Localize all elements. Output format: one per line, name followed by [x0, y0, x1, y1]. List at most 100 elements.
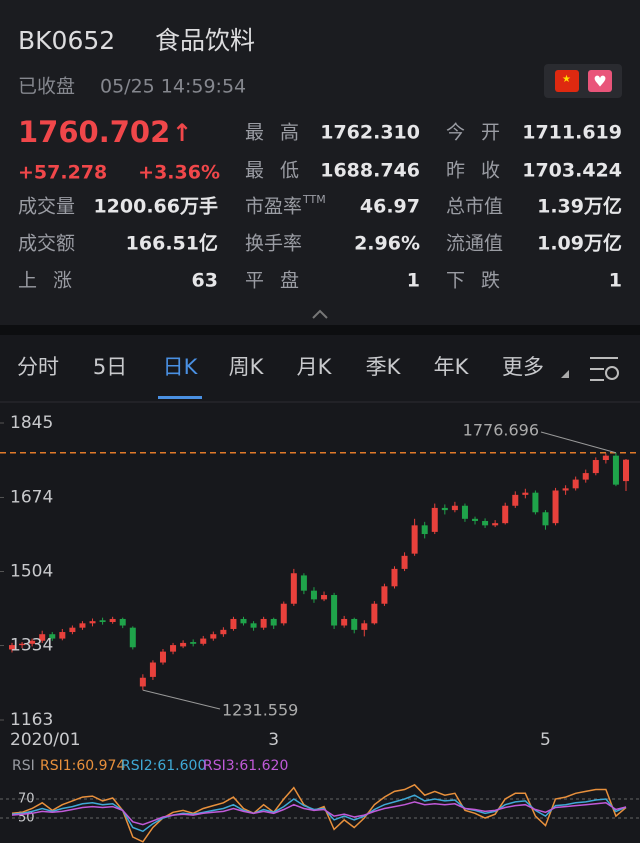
min-connector: [142, 689, 221, 710]
stat-value: 1: [407, 270, 420, 292]
stat-label: 下 跌: [446, 270, 500, 292]
candle-body: [431, 507, 438, 532]
candle-body: [29, 640, 36, 644]
candle-body: [180, 642, 187, 647]
candle-body: [331, 595, 338, 626]
candle-body: [260, 618, 267, 628]
stat-value: 1762.310: [320, 122, 420, 144]
tab[interactable]: 分时: [17, 355, 59, 379]
candle-body: [139, 677, 146, 687]
stat-value: 1688.746: [320, 160, 420, 182]
stat-label: 平 盘: [245, 270, 299, 292]
tab[interactable]: 日K: [163, 355, 199, 379]
candle-body: [170, 645, 177, 652]
stat-label: 昨 收: [446, 160, 500, 182]
x-tick-label: 5: [540, 730, 551, 750]
max-connector: [540, 431, 617, 454]
y-tick-label: 1163: [10, 710, 53, 730]
max-annotation: 1776.696: [463, 421, 539, 440]
candle-body: [79, 623, 86, 628]
candle-body: [623, 459, 629, 482]
candle-body: [220, 629, 227, 635]
y-tick-label: 1334: [10, 636, 53, 656]
candle-body: [190, 642, 197, 644]
legend-entry: RSI1:60.974: [40, 758, 125, 774]
candle-body: [451, 505, 458, 511]
candle-body: [119, 618, 126, 626]
candle-body: [49, 634, 56, 639]
stat-label: 总市值: [446, 196, 503, 218]
flag-icon[interactable]: [555, 70, 579, 92]
candle-body: [391, 568, 398, 587]
rsi-line: [11, 794, 627, 833]
tab[interactable]: 月K: [297, 355, 333, 379]
tab-underline: [158, 396, 202, 399]
candle-body: [230, 618, 237, 629]
tab[interactable]: 年K: [434, 355, 470, 379]
candle-body: [612, 455, 619, 485]
candle-body: [280, 603, 287, 624]
up-arrow: ↑: [172, 119, 192, 147]
stat-value: 166.51亿: [126, 232, 218, 255]
stat-label: 换手率: [245, 233, 302, 255]
candle-body: [351, 618, 358, 630]
stat-label: 成交额: [18, 233, 75, 255]
candle-body: [250, 623, 257, 628]
stat-value: 1711.619: [522, 122, 622, 144]
x-tick-label: 3: [268, 730, 279, 750]
candle-body: [411, 525, 418, 554]
candle-body: [69, 627, 76, 633]
stat-value: 1.39万亿: [537, 195, 622, 218]
rsi-title: RSI: [12, 758, 35, 774]
candle-body: [592, 460, 599, 474]
candle-body: [300, 575, 307, 591]
legend-entry: RSI2:61.600: [121, 758, 206, 774]
stat-label: 今 开: [446, 122, 500, 144]
candle-body: [461, 505, 468, 519]
y-tick-label: 1504: [10, 562, 53, 582]
candle-body: [602, 455, 609, 461]
candle-body: [572, 479, 579, 489]
tab[interactable]: 5日: [93, 355, 127, 379]
stat-label: 最 高: [245, 122, 299, 144]
candle-body: [542, 512, 549, 526]
more-triangle: [561, 370, 569, 378]
stock-name: 食品饮料: [155, 26, 255, 55]
y-tick-label: 1674: [10, 487, 53, 507]
stat-value: 1: [609, 270, 622, 292]
candle-body: [129, 627, 136, 648]
collapse-chevron[interactable]: [312, 309, 328, 319]
candle-body: [9, 645, 15, 650]
candle-body: [39, 634, 46, 641]
stat-value: 2.96%: [354, 233, 420, 255]
change-pct: +3.36%: [138, 162, 220, 184]
favorite-icon[interactable]: [588, 70, 612, 92]
candle-body: [562, 488, 569, 491]
tab[interactable]: 季K: [366, 355, 402, 379]
candle-body: [210, 634, 217, 639]
heart: ♥: [593, 73, 606, 91]
candle-body: [532, 492, 539, 513]
candle-body: [159, 651, 166, 663]
candle-body: [270, 618, 277, 626]
candle-body: [381, 586, 388, 604]
candle-body: [149, 662, 156, 677]
stat-label-sup: TTM: [302, 193, 326, 206]
rsi-line: [11, 783, 627, 843]
tab[interactable]: 周K: [229, 355, 265, 379]
quote-panel: [0, 0, 640, 325]
settings-icon[interactable]: [590, 357, 619, 381]
timestamp: 05/25 14:59:54: [100, 76, 246, 98]
stat-label: 市盈率: [245, 196, 302, 218]
price: 1760.702: [18, 115, 170, 149]
tab[interactable]: 更多: [502, 355, 544, 379]
candle-body: [109, 618, 116, 623]
legend-entry: RSI3:61.620: [203, 758, 288, 774]
stat-label: 最 低: [245, 160, 299, 182]
candle-body: [371, 603, 378, 624]
flag-star: ★: [562, 74, 571, 85]
candle-body: [361, 623, 368, 630]
stat-label: 流通值: [446, 233, 503, 255]
min-annotation: 1231.559: [222, 701, 298, 720]
